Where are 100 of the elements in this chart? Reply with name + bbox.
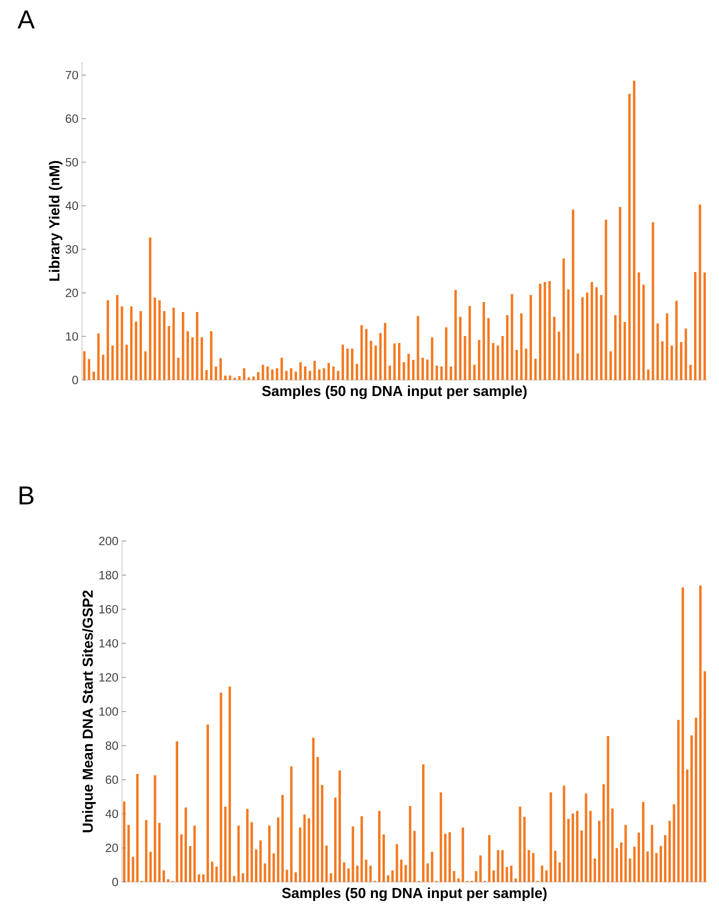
bar bbox=[144, 820, 148, 882]
bar bbox=[106, 300, 110, 380]
bar bbox=[248, 377, 250, 380]
y-tick-label: 10 bbox=[66, 332, 78, 341]
bar bbox=[609, 351, 612, 380]
bar bbox=[140, 311, 142, 380]
bar bbox=[576, 353, 579, 380]
bar bbox=[554, 850, 556, 882]
bar bbox=[646, 851, 649, 882]
bar bbox=[655, 853, 658, 882]
bar bbox=[312, 738, 315, 882]
bar bbox=[488, 835, 490, 882]
bar bbox=[193, 826, 196, 882]
bar bbox=[332, 366, 335, 380]
bar bbox=[338, 770, 341, 882]
bar bbox=[595, 287, 598, 380]
bar bbox=[538, 284, 542, 380]
bar bbox=[154, 298, 156, 380]
bar bbox=[524, 348, 528, 380]
bar bbox=[430, 337, 434, 380]
bar bbox=[624, 322, 626, 380]
bar bbox=[149, 852, 152, 882]
bar bbox=[158, 822, 161, 882]
bar bbox=[677, 720, 680, 882]
bar bbox=[342, 862, 346, 882]
bar bbox=[242, 368, 246, 380]
bar bbox=[586, 292, 588, 380]
bar bbox=[172, 308, 175, 380]
bar bbox=[294, 372, 298, 380]
bar bbox=[407, 354, 410, 380]
bar bbox=[426, 863, 429, 882]
bar bbox=[304, 366, 306, 380]
bar bbox=[553, 316, 556, 380]
bar bbox=[286, 870, 288, 882]
bar bbox=[602, 784, 605, 882]
bar bbox=[611, 808, 614, 882]
bar bbox=[454, 290, 457, 380]
bar bbox=[386, 875, 390, 882]
y-tick-label: 0 bbox=[72, 376, 78, 384]
bar bbox=[506, 866, 508, 882]
bar bbox=[618, 207, 622, 380]
bar bbox=[184, 807, 187, 882]
bar bbox=[163, 311, 166, 380]
bar bbox=[492, 870, 495, 882]
bar bbox=[501, 336, 504, 380]
bar bbox=[572, 210, 574, 380]
y-tick-label: 140 bbox=[99, 639, 118, 648]
bar bbox=[262, 364, 264, 380]
bar bbox=[580, 830, 583, 882]
bar bbox=[352, 826, 354, 882]
bar bbox=[271, 370, 274, 380]
bar bbox=[620, 842, 622, 882]
bar bbox=[462, 827, 464, 882]
bar bbox=[682, 588, 684, 882]
bar bbox=[276, 818, 280, 882]
bar bbox=[215, 866, 218, 882]
bar bbox=[127, 824, 130, 882]
bar bbox=[266, 366, 269, 380]
bar bbox=[638, 832, 640, 882]
bar bbox=[520, 313, 523, 380]
bar bbox=[374, 346, 377, 380]
bar bbox=[148, 238, 152, 380]
y-tick-label: 70 bbox=[66, 70, 78, 80]
bar bbox=[478, 340, 480, 380]
y-tick-label: 120 bbox=[99, 673, 118, 682]
y-tick-label: 0 bbox=[112, 878, 118, 886]
bar bbox=[257, 372, 260, 380]
bar bbox=[88, 359, 90, 380]
bar bbox=[496, 346, 500, 380]
bar bbox=[356, 364, 358, 380]
bar bbox=[360, 325, 363, 380]
bar bbox=[400, 860, 403, 882]
bar bbox=[378, 810, 381, 882]
bar bbox=[316, 757, 319, 882]
bar bbox=[186, 331, 189, 380]
bar bbox=[642, 802, 644, 882]
bar bbox=[690, 735, 693, 882]
bar bbox=[202, 874, 205, 882]
bar bbox=[285, 370, 288, 380]
bar bbox=[404, 865, 407, 882]
bar bbox=[670, 346, 673, 380]
bar bbox=[532, 853, 534, 882]
bar bbox=[313, 360, 316, 380]
bar bbox=[528, 850, 530, 882]
bar bbox=[614, 315, 617, 380]
bar bbox=[550, 792, 552, 882]
bar bbox=[384, 322, 386, 380]
bar bbox=[664, 835, 666, 882]
y-tick-label: 100 bbox=[99, 707, 118, 716]
bar bbox=[298, 827, 302, 882]
bar bbox=[660, 846, 662, 882]
bar bbox=[402, 362, 406, 380]
bar bbox=[598, 820, 600, 882]
bar bbox=[320, 784, 324, 882]
y-tick-label: 60 bbox=[106, 775, 118, 784]
y-tick-label: 20 bbox=[66, 288, 78, 298]
bar bbox=[544, 282, 546, 380]
bar bbox=[633, 846, 636, 882]
bar bbox=[259, 840, 262, 882]
bar bbox=[214, 366, 218, 380]
